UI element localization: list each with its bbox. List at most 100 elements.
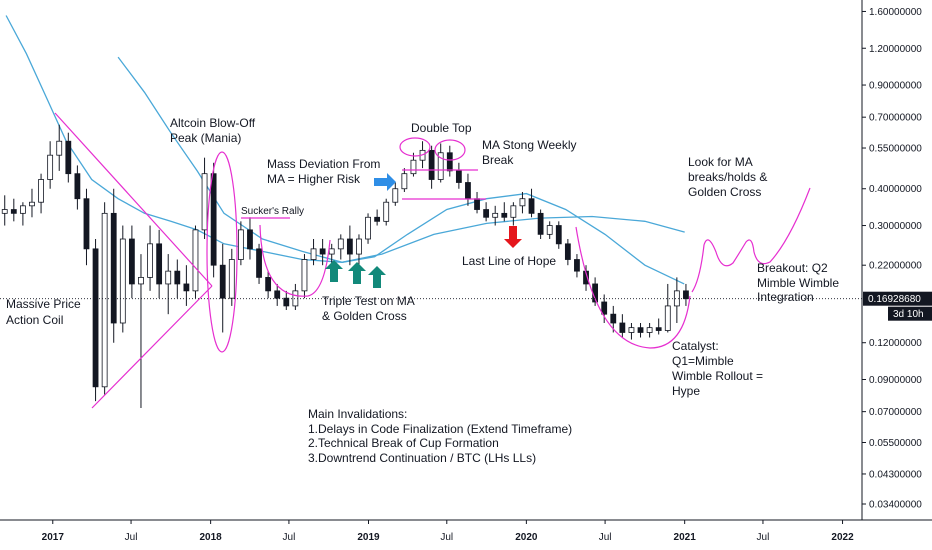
candle: [655, 318, 662, 335]
look-for-ma-label: Look for MA breaks/holds & Golden Cross: [688, 155, 771, 199]
price-tick-label: 0.90000000: [869, 81, 922, 92]
candle-body-down: [501, 212, 508, 218]
candle-body-down: [446, 152, 453, 172]
candle-body-up: [392, 188, 399, 203]
candle: [128, 225, 135, 299]
double-top-label: Double Top: [411, 121, 472, 135]
candle: [119, 225, 126, 333]
moving-averages: [5, 15, 685, 285]
candle-body-up: [47, 154, 54, 180]
candle-body-up: [29, 201, 35, 207]
candle: [510, 202, 517, 226]
time-tick-label: 2022: [831, 532, 854, 543]
candle: [346, 225, 353, 266]
candle: [383, 198, 390, 226]
triangle-lower-line: [91, 285, 213, 409]
ma-long-line: [117, 56, 685, 263]
rounding-bottom-arc: [259, 224, 331, 297]
candle: [664, 283, 671, 333]
candle: [283, 290, 290, 310]
ma-short-line: [5, 15, 685, 285]
candle-body-down: [174, 270, 181, 285]
price-tick-label: 0.03400000: [869, 499, 922, 510]
candle-body-down: [83, 198, 90, 250]
mass-deviation-label: Mass Deviation From MA = Higher Risk: [267, 157, 384, 186]
candle-body-up: [383, 201, 390, 222]
candle: [410, 152, 417, 177]
price-tick-label: 0.12000000: [869, 338, 922, 349]
double-top-circle-left: [399, 137, 431, 157]
candle: [428, 145, 435, 189]
candle-body-down: [346, 238, 353, 255]
candle-body-up: [1, 209, 8, 214]
candle-body-down: [65, 140, 72, 175]
candle: [401, 168, 408, 192]
candle-body-down: [610, 313, 617, 324]
price-axis[interactable]: 1.60000000 1.20000000 0.90000000 0.70000000…: [862, 7, 922, 511]
arrow-up: [368, 266, 386, 288]
candle: [110, 188, 117, 343]
arrow-down: [504, 226, 522, 248]
candle: [165, 254, 172, 315]
candle: [92, 239, 99, 402]
candle: [555, 221, 562, 249]
price-tick-label: 0.22000000: [869, 261, 922, 272]
candle: [628, 323, 635, 340]
candle-body-down: [483, 209, 490, 218]
catalyst-label: Catalyst: Q1=Mimble Wimble Rollout = Hyp…: [672, 339, 766, 398]
candle: [337, 234, 344, 260]
candle-body-down: [374, 216, 381, 222]
triangle-upper-line: [54, 112, 213, 287]
candle-body-down: [465, 182, 471, 200]
candle-body-up: [19, 205, 26, 214]
candle: [673, 277, 680, 324]
countdown-label: 3d 10h: [893, 309, 924, 320]
time-tick-label: 2019: [357, 532, 380, 543]
candle-body-up: [437, 152, 444, 180]
candle-body-up: [510, 205, 517, 218]
candle-body-up: [192, 229, 199, 292]
time-tick-label: 2020: [515, 532, 538, 543]
candle: [574, 254, 580, 278]
candle-body-up: [401, 173, 408, 190]
price-tick-label: 0.07000000: [869, 407, 922, 418]
drawings: [54, 112, 811, 409]
time-axis[interactable]: 2017 Jul 2018 Jul 2019 Jul 2020 Jul 2021 Jul 2022: [42, 520, 854, 543]
price-tick-label: 1.20000000: [869, 44, 922, 55]
candle: [38, 173, 44, 214]
candle: [147, 225, 153, 291]
candle-body-down: [128, 238, 135, 285]
candle-body-down: [92, 248, 99, 388]
arrow-right: [374, 173, 396, 191]
candle-body-up: [301, 259, 308, 292]
candle: [446, 145, 453, 177]
candle-body-down: [183, 283, 190, 292]
candle-body-up: [356, 238, 362, 255]
double-top-circle-right: [434, 139, 466, 161]
candle-body-up: [673, 290, 680, 307]
candle: [192, 225, 199, 299]
candle: [646, 323, 653, 338]
candle: [237, 221, 244, 266]
candle: [156, 229, 163, 299]
triple-test-label: Triple Test on MA & Golden Cross: [322, 294, 417, 323]
candle: [310, 239, 317, 266]
current-price-badge-bg: [863, 291, 932, 306]
candle: [210, 162, 217, 278]
arrows: [325, 173, 522, 288]
invalidations-label: Main Invalidations: 1.Delays in Code Fin…: [308, 407, 575, 465]
candle-body-up: [519, 198, 526, 207]
breakout-label: Breakout: Q2 Mimble Wimble Integration: [757, 261, 842, 304]
arrow-up: [348, 262, 366, 284]
candle: [528, 188, 535, 218]
candle: [83, 188, 90, 266]
candle: [138, 254, 144, 409]
time-tick-label: Jul: [125, 532, 138, 543]
candle-body-down: [637, 327, 644, 333]
price-tick-label: 0.30000000: [869, 221, 922, 232]
candle: [228, 248, 235, 306]
candle: [537, 209, 544, 240]
candle-body-down: [10, 209, 17, 214]
candle-body-down: [74, 173, 81, 200]
